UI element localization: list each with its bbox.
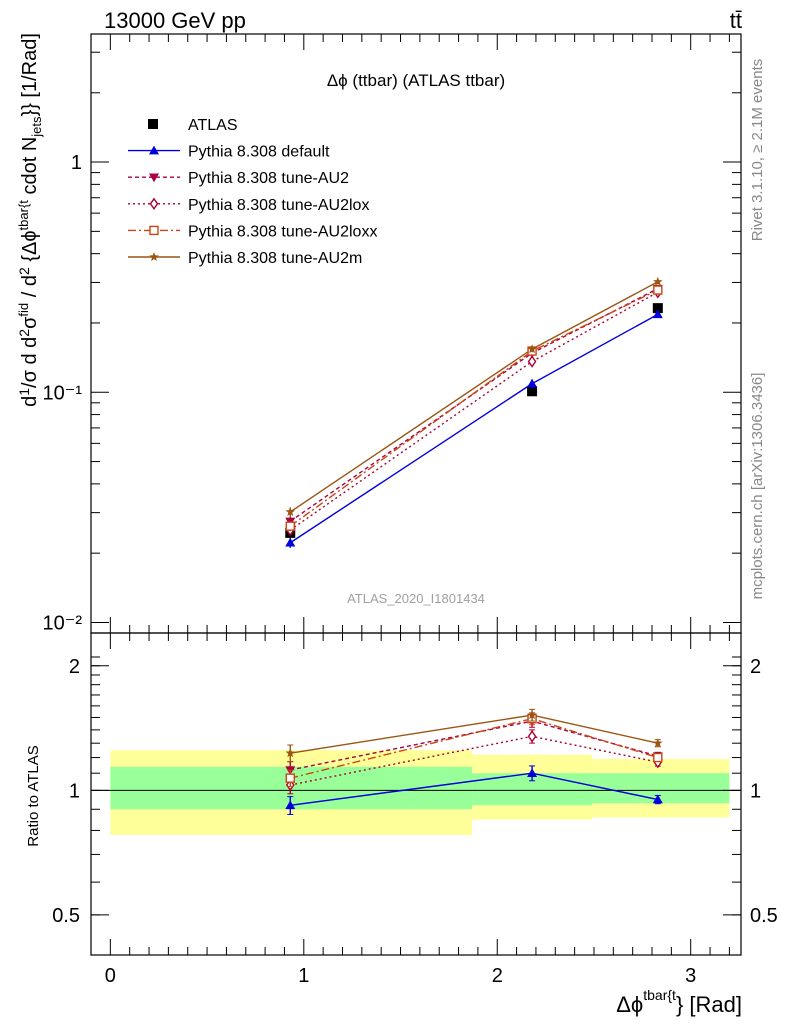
series-point-0 xyxy=(527,378,538,388)
ratio-point-2 xyxy=(527,730,537,743)
chart-title: Δϕ (ttbar) (ATLAS ttbar) xyxy=(327,71,505,90)
plot-frames xyxy=(90,33,742,956)
series-line-0 xyxy=(289,313,659,544)
ratio-point-0 xyxy=(527,768,538,777)
ratio-tick-label-left: 1 xyxy=(69,780,80,802)
series-point-4 xyxy=(285,507,295,516)
axis-ticks: 0 1 2 3 10⁻² 10⁻¹ 1 0.5 0.5 1 1 2 2 xyxy=(43,34,778,987)
ratio-uncertainty-bands xyxy=(91,750,741,835)
ratio-tick-label-left: 0.5 xyxy=(52,905,80,927)
legend-marker-4 xyxy=(149,252,159,261)
header-right: tt̄ xyxy=(730,8,742,33)
x-tick-label: 0 xyxy=(105,965,116,987)
green-band-2 xyxy=(592,773,730,804)
ratio-point-0 xyxy=(285,800,296,810)
series-point-0 xyxy=(652,309,663,319)
series-line-2 xyxy=(289,291,659,531)
atlas-data-point xyxy=(652,303,663,314)
ratio-y-axis-label: Ratio to ATLAS xyxy=(25,745,42,846)
x-tick-label: 3 xyxy=(685,965,696,987)
legend-marker-1 xyxy=(149,173,159,183)
legend-label-2: Pythia 8.308 tune-AU2lox xyxy=(188,197,369,214)
ratio-line-3 xyxy=(290,717,659,779)
legend-label-4: Pythia 8.308 tune-AU2m xyxy=(188,250,362,267)
ratio-tick-label-right: 0.5 xyxy=(750,905,778,927)
ratio-point-3 xyxy=(653,752,663,763)
header-left: 13000 GeV pp xyxy=(104,8,246,33)
legend-marker-0 xyxy=(149,145,159,155)
series-lines xyxy=(289,281,659,807)
legend-label-1: Pythia 8.308 tune-AU2 xyxy=(188,170,349,187)
series-markers xyxy=(285,276,663,815)
series-point-0 xyxy=(285,537,296,547)
ratio-tick-label-right: 1 xyxy=(750,780,761,802)
watermark: ATLAS_2020_I1801434 xyxy=(347,591,485,606)
x-tick-label: 1 xyxy=(298,965,309,987)
ratio-plot-frame xyxy=(90,632,742,956)
x-axis-label: Δϕtbar{t} [Rad] xyxy=(616,987,742,1017)
atlas-data-point xyxy=(527,386,538,397)
text-labels: 13000 GeV pp tt̄ Δϕ (ttbar) (ATLAS ttbar… xyxy=(16,8,766,1017)
ratio-tick-label-left: 2 xyxy=(69,656,80,678)
legend-marker-atlas xyxy=(148,119,158,129)
legend-label-3: Pythia 8.308 tune-AU2loxx xyxy=(188,223,377,240)
series-point-3 xyxy=(285,521,295,531)
legend-marker-3 xyxy=(149,225,159,236)
x-tick-label: 2 xyxy=(492,965,503,987)
ratio-line-4 xyxy=(290,714,658,754)
y-tick-label: 10⁻¹ xyxy=(43,382,83,404)
legend-label-0: Pythia 8.308 default xyxy=(188,144,330,161)
y-tick-label: 10⁻² xyxy=(43,612,83,634)
ratio-point-3 xyxy=(285,773,295,783)
ratio-point-4 xyxy=(527,710,537,720)
series-line-3 xyxy=(289,289,659,527)
series-point-3 xyxy=(653,285,663,295)
legend: ATLAS Pythia 8.308 default Pythia 8.308 tu… xyxy=(128,117,377,267)
legend-marker-2 xyxy=(149,197,159,211)
series-point-2 xyxy=(527,355,537,368)
series-point-4 xyxy=(527,344,537,354)
ratio-point-0 xyxy=(652,794,663,804)
main-y-axis-label: d1/σ d d2σfid / d2 {Δϕtbar{t cdot Njets}… xyxy=(16,33,44,407)
rivet-label: Rivet 3.1.10, ≥ 2.1M events xyxy=(749,59,766,242)
ratio-point-4 xyxy=(285,748,295,758)
y-tick-label: 1 xyxy=(71,152,82,174)
legend-label-atlas: ATLAS xyxy=(188,117,238,134)
ratio-tick-label-right: 2 xyxy=(750,656,761,678)
mcplots-label: mcplots.cern.ch [arXiv:1306.3436] xyxy=(749,373,766,600)
ratio-point-4 xyxy=(653,738,663,748)
series-point-4 xyxy=(653,276,663,286)
